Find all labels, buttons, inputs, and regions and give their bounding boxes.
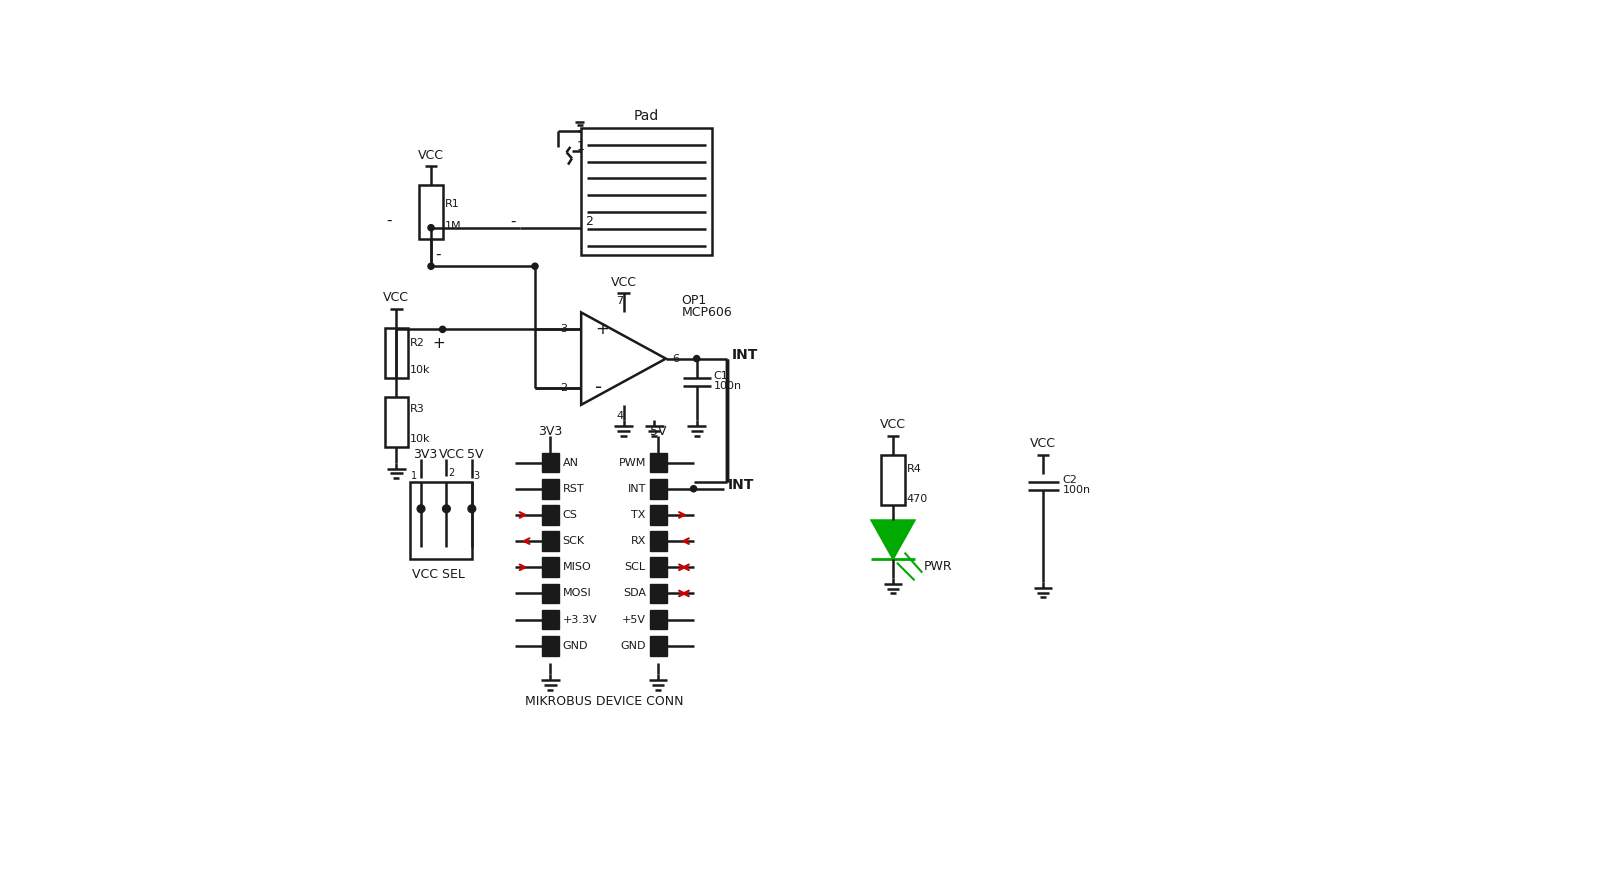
Text: 1: 1 bbox=[577, 140, 584, 153]
Text: 10k: 10k bbox=[411, 365, 430, 375]
Circle shape bbox=[469, 505, 475, 513]
Bar bbox=[649, 531, 667, 551]
Bar bbox=[385, 397, 408, 447]
Text: GND: GND bbox=[620, 641, 646, 651]
Circle shape bbox=[691, 486, 697, 492]
Text: +5V: +5V bbox=[622, 615, 646, 625]
Text: VCC: VCC bbox=[611, 275, 636, 288]
Text: MISO: MISO bbox=[563, 563, 592, 572]
Bar bbox=[649, 479, 667, 498]
Text: 1: 1 bbox=[411, 470, 417, 481]
Circle shape bbox=[429, 263, 433, 269]
Text: +3.3V: +3.3V bbox=[563, 615, 598, 625]
Text: 6: 6 bbox=[672, 354, 680, 363]
Text: +: + bbox=[432, 335, 445, 351]
Text: Pad: Pad bbox=[633, 109, 659, 123]
Text: -: - bbox=[510, 214, 516, 229]
Bar bbox=[649, 453, 667, 472]
Text: 100n: 100n bbox=[713, 381, 742, 390]
Text: RST: RST bbox=[563, 483, 584, 494]
Text: 3V3: 3V3 bbox=[413, 449, 438, 462]
Text: 4: 4 bbox=[616, 411, 624, 422]
Text: 3V3: 3V3 bbox=[539, 425, 563, 438]
Text: C1: C1 bbox=[713, 370, 729, 381]
Text: GND: GND bbox=[563, 641, 588, 651]
Text: MIKROBUS DEVICE CONN: MIKROBUS DEVICE CONN bbox=[524, 695, 683, 708]
Bar bbox=[649, 557, 667, 577]
Bar bbox=[649, 505, 667, 524]
Bar bbox=[542, 584, 558, 604]
Circle shape bbox=[694, 355, 700, 361]
Bar bbox=[649, 636, 667, 656]
Text: 2: 2 bbox=[560, 383, 568, 393]
Text: VCC: VCC bbox=[417, 148, 445, 161]
Text: -: - bbox=[435, 247, 440, 262]
Text: 7: 7 bbox=[616, 296, 624, 306]
Text: 100n: 100n bbox=[1062, 484, 1091, 495]
Text: 3: 3 bbox=[473, 470, 480, 481]
Circle shape bbox=[417, 505, 425, 513]
Bar bbox=[385, 327, 408, 378]
Text: SCK: SCK bbox=[563, 537, 585, 546]
Text: CS: CS bbox=[563, 510, 577, 520]
Text: INT: INT bbox=[627, 483, 646, 494]
Text: 2: 2 bbox=[585, 215, 593, 228]
Text: RX: RX bbox=[630, 537, 646, 546]
Text: +: + bbox=[595, 321, 609, 338]
Text: TX: TX bbox=[632, 510, 646, 520]
Bar bbox=[649, 584, 667, 604]
Text: R1: R1 bbox=[445, 199, 459, 209]
Text: SCL: SCL bbox=[625, 563, 646, 572]
Text: 5V: 5V bbox=[649, 425, 667, 438]
Text: R4: R4 bbox=[907, 463, 921, 474]
Text: PWR: PWR bbox=[924, 560, 953, 573]
Text: R3: R3 bbox=[411, 403, 425, 414]
Text: OP1: OP1 bbox=[681, 294, 707, 307]
Bar bbox=[649, 610, 667, 630]
Text: INT: INT bbox=[728, 478, 755, 492]
Text: 2: 2 bbox=[448, 468, 454, 477]
Polygon shape bbox=[871, 520, 915, 559]
Bar bbox=[542, 610, 558, 630]
Text: C2: C2 bbox=[1062, 476, 1078, 485]
Bar bbox=[881, 455, 905, 505]
Text: 3: 3 bbox=[560, 324, 568, 334]
Bar bbox=[542, 557, 558, 577]
Text: VCC SEL: VCC SEL bbox=[413, 568, 465, 581]
Bar bbox=[419, 186, 443, 240]
Bar bbox=[542, 453, 558, 472]
Text: 1M: 1M bbox=[445, 220, 462, 231]
Circle shape bbox=[440, 327, 446, 333]
Text: -: - bbox=[385, 213, 392, 227]
Bar bbox=[580, 128, 712, 254]
Bar bbox=[542, 531, 558, 551]
Bar bbox=[411, 482, 472, 559]
Text: VCC: VCC bbox=[879, 418, 907, 431]
Text: SDA: SDA bbox=[624, 589, 646, 598]
Text: VCC: VCC bbox=[384, 291, 409, 304]
Circle shape bbox=[429, 225, 433, 231]
Text: 10k: 10k bbox=[411, 435, 430, 444]
Text: MCP606: MCP606 bbox=[681, 306, 732, 319]
Circle shape bbox=[443, 505, 451, 513]
Text: VCC: VCC bbox=[1030, 437, 1057, 450]
Text: AN: AN bbox=[563, 457, 579, 468]
Text: VCC: VCC bbox=[438, 449, 465, 462]
Bar bbox=[542, 505, 558, 524]
Text: R2: R2 bbox=[411, 338, 425, 348]
Text: MOSI: MOSI bbox=[563, 589, 592, 598]
Bar bbox=[542, 479, 558, 498]
Text: PWM: PWM bbox=[619, 457, 646, 468]
Text: -: - bbox=[595, 378, 603, 397]
Bar bbox=[542, 636, 558, 656]
Text: 470: 470 bbox=[907, 494, 927, 503]
Text: 5V: 5V bbox=[467, 449, 484, 462]
Text: INT: INT bbox=[731, 348, 758, 361]
Circle shape bbox=[532, 263, 537, 269]
